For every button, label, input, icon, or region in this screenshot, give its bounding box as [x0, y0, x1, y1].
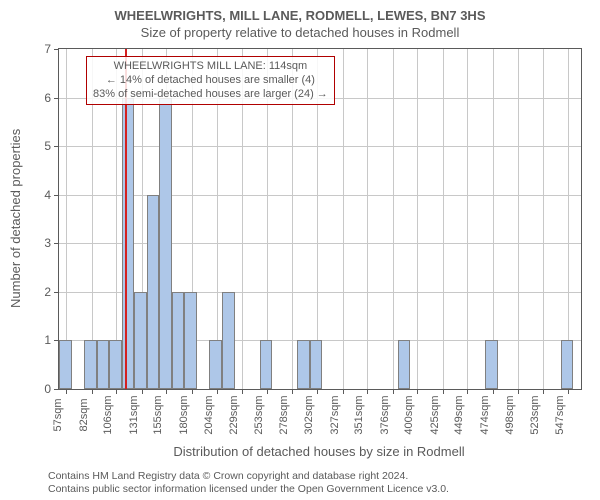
x-tick-mark [543, 389, 544, 394]
x-tick-mark [417, 389, 418, 394]
y-tick-label: 6 [44, 91, 59, 105]
footer-line: Contains HM Land Registry data © Crown c… [48, 470, 449, 483]
x-axis-label: Distribution of detached houses by size … [58, 444, 580, 459]
gridline-vertical [443, 49, 444, 389]
gridline-vertical [343, 49, 344, 389]
x-tick-mark [443, 389, 444, 394]
x-tick-label: 155sqm [148, 395, 164, 434]
gridline-horizontal [59, 146, 581, 147]
y-tick-label: 3 [44, 236, 59, 250]
footer-line: Contains public sector information licen… [48, 483, 449, 496]
x-tick-label: 351sqm [349, 395, 365, 434]
x-tick-mark [166, 389, 167, 394]
x-tick-mark [518, 389, 519, 394]
x-tick-label: 498sqm [500, 395, 516, 434]
x-tick-mark [467, 389, 468, 394]
y-tick-label: 0 [44, 382, 59, 396]
x-tick-label: 82sqm [74, 398, 90, 431]
x-tick-label: 376sqm [375, 395, 391, 434]
footer-attribution: Contains HM Land Registry data © Crown c… [48, 470, 449, 496]
y-tick-label: 1 [44, 333, 59, 347]
annotation-line: WHEELWRIGHTS MILL LANE: 114sqm [93, 60, 328, 74]
y-tick-label: 7 [44, 42, 59, 56]
x-tick-mark [192, 389, 193, 394]
x-tick-mark [367, 389, 368, 394]
histogram-bar [59, 340, 72, 389]
histogram-bar [297, 340, 310, 389]
gridline-vertical [543, 49, 544, 389]
x-tick-mark [317, 389, 318, 394]
histogram-bar [561, 340, 574, 389]
gridline-vertical [417, 49, 418, 389]
gridline-vertical [393, 49, 394, 389]
x-tick-label: 449sqm [449, 395, 465, 434]
x-tick-label: 180sqm [174, 395, 190, 434]
histogram-bar [485, 340, 498, 389]
x-tick-mark [217, 389, 218, 394]
x-tick-label: 474sqm [475, 395, 491, 434]
gridline-vertical [568, 49, 569, 389]
gridline-horizontal [59, 195, 581, 196]
gridline-vertical [66, 49, 67, 389]
x-tick-label: 327sqm [325, 395, 341, 434]
x-tick-mark [493, 389, 494, 394]
x-tick-label: 547sqm [550, 395, 566, 434]
x-tick-label: 57sqm [48, 398, 64, 431]
histogram-bar [84, 340, 97, 389]
x-tick-mark [92, 389, 93, 394]
annotation-box: WHEELWRIGHTS MILL LANE: 114sqm ← 14% of … [86, 56, 335, 105]
histogram-bar [222, 292, 235, 389]
x-tick-mark [267, 389, 268, 394]
histogram-bar [260, 340, 273, 389]
x-tick-mark [292, 389, 293, 394]
histogram-bar [159, 98, 172, 389]
y-tick-label: 5 [44, 139, 59, 153]
x-tick-mark [343, 389, 344, 394]
histogram-bar [134, 292, 147, 389]
x-tick-mark [242, 389, 243, 394]
y-axis-label: Number of detached properties [8, 129, 23, 308]
x-tick-label: 425sqm [425, 395, 441, 434]
x-tick-mark [116, 389, 117, 394]
x-tick-mark [142, 389, 143, 394]
gridline-vertical [493, 49, 494, 389]
x-tick-label: 253sqm [249, 395, 265, 434]
annotation-line: ← 14% of detached houses are smaller (4) [93, 74, 328, 88]
histogram-bar [147, 195, 160, 389]
x-tick-mark [568, 389, 569, 394]
histogram-bar [172, 292, 185, 389]
annotation-line: 83% of semi-detached houses are larger (… [93, 88, 328, 102]
x-tick-label: 278sqm [274, 395, 290, 434]
histogram-bar [398, 340, 411, 389]
chart-title: WHEELWRIGHTS, MILL LANE, RODMELL, LEWES,… [0, 0, 600, 23]
x-tick-label: 204sqm [199, 395, 215, 434]
x-tick-label: 131sqm [124, 395, 140, 434]
x-tick-label: 106sqm [98, 395, 114, 434]
gridline-horizontal [59, 243, 581, 244]
x-tick-label: 400sqm [399, 395, 415, 434]
x-tick-mark [66, 389, 67, 394]
x-tick-label: 302sqm [299, 395, 315, 434]
x-tick-label: 229sqm [224, 395, 240, 434]
histogram-bar [97, 340, 110, 389]
x-tick-mark [393, 389, 394, 394]
histogram-bar [184, 292, 197, 389]
y-tick-label: 2 [44, 285, 59, 299]
gridline-vertical [518, 49, 519, 389]
gridline-vertical [367, 49, 368, 389]
gridline-vertical [467, 49, 468, 389]
histogram-bar [209, 340, 222, 389]
x-tick-label: 523sqm [525, 395, 541, 434]
histogram-bar [109, 340, 122, 389]
chart-subtitle: Size of property relative to detached ho… [0, 23, 600, 40]
y-tick-label: 4 [44, 188, 59, 202]
histogram-bar [310, 340, 323, 389]
